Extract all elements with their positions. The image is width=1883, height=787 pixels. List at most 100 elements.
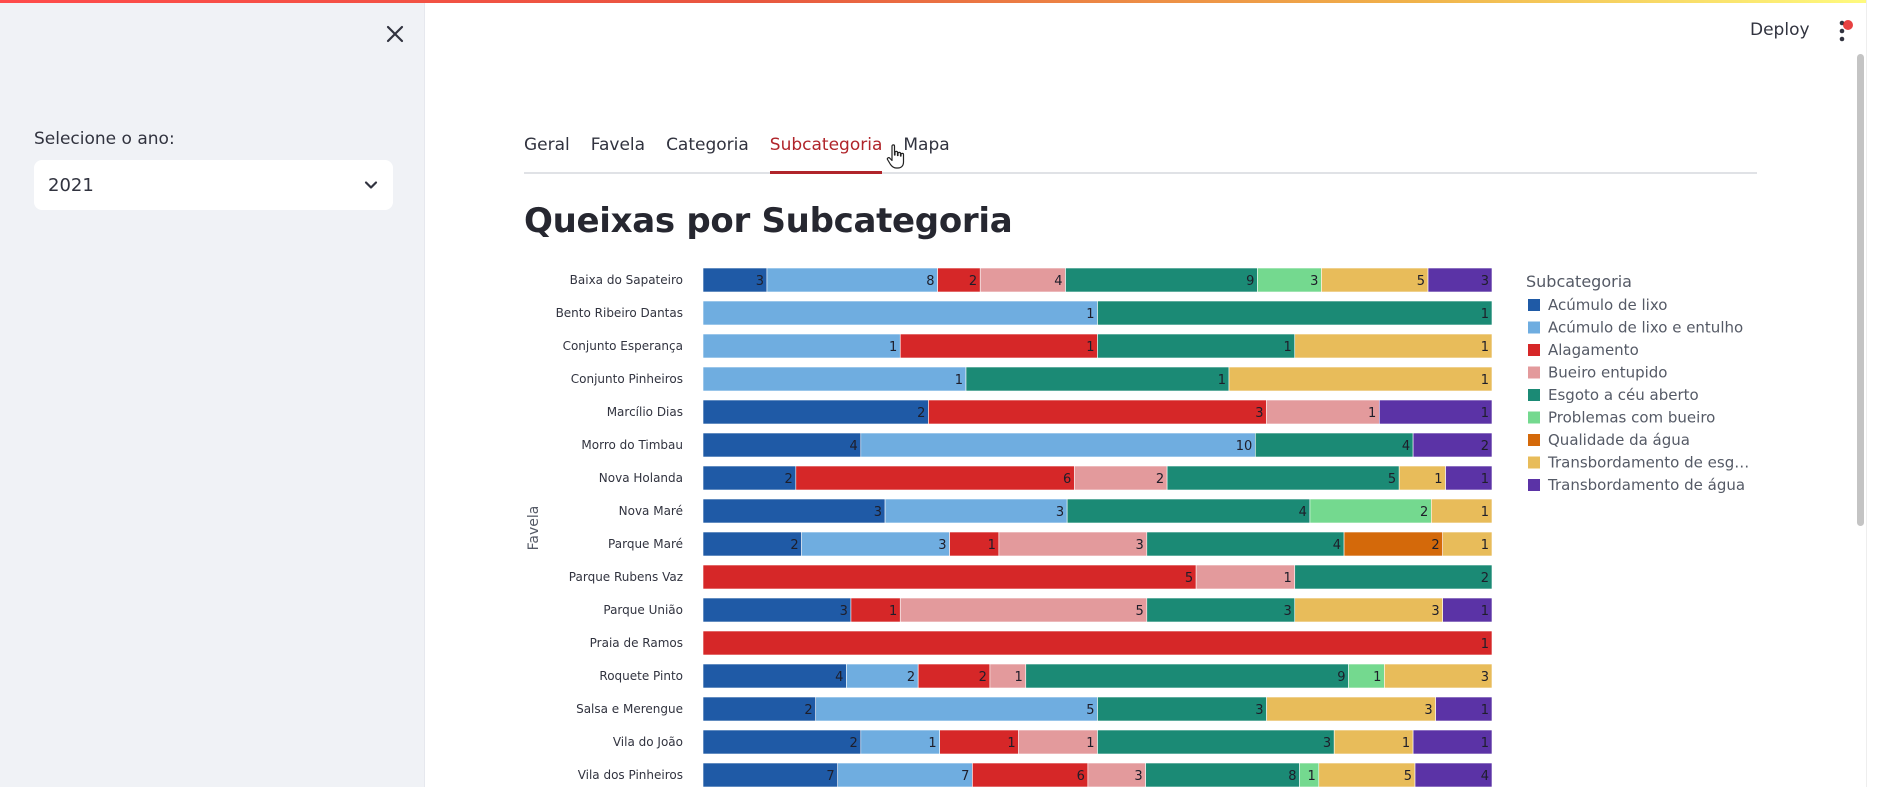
bar-segment[interactable] bbox=[1146, 597, 1296, 623]
bar-segment[interactable] bbox=[795, 465, 1075, 491]
main-menu-button[interactable] bbox=[1830, 16, 1854, 46]
bar-segment[interactable] bbox=[702, 465, 797, 491]
bar-segment[interactable] bbox=[1333, 729, 1414, 755]
bar-segment[interactable] bbox=[1066, 498, 1311, 524]
scrollbar[interactable] bbox=[1857, 54, 1864, 526]
bar-segment[interactable] bbox=[928, 399, 1267, 425]
bar-segment[interactable] bbox=[702, 762, 839, 787]
tab-favela[interactable]: Favela bbox=[590, 135, 646, 155]
bar-segment[interactable] bbox=[815, 696, 1098, 722]
close-sidebar-button[interactable] bbox=[380, 19, 410, 49]
legend-swatch[interactable] bbox=[1528, 456, 1540, 469]
bar-segment[interactable] bbox=[1442, 597, 1493, 623]
bar-segment[interactable] bbox=[702, 630, 1493, 656]
bar-segment[interactable] bbox=[1318, 762, 1416, 787]
bar-segment[interactable] bbox=[1097, 696, 1267, 722]
bar-segment[interactable] bbox=[702, 267, 768, 293]
bar-segment[interactable] bbox=[1097, 300, 1493, 326]
legend-item-label[interactable]: Bueiro entupido bbox=[1548, 364, 1668, 382]
bar-segment[interactable] bbox=[1018, 729, 1098, 755]
bar-segment[interactable] bbox=[702, 564, 1197, 590]
bar-segment[interactable] bbox=[1427, 267, 1493, 293]
bar-segment[interactable] bbox=[702, 663, 847, 689]
bar-segment[interactable] bbox=[1097, 729, 1335, 755]
bar-segment[interactable] bbox=[1097, 333, 1296, 359]
bar-segment[interactable] bbox=[702, 729, 862, 755]
bar-segment[interactable] bbox=[702, 333, 901, 359]
bar-segment[interactable] bbox=[1321, 267, 1429, 293]
bar-segment[interactable] bbox=[1294, 333, 1493, 359]
bar-segment[interactable] bbox=[899, 333, 1098, 359]
legend-swatch[interactable] bbox=[1528, 344, 1540, 356]
bar-segment[interactable] bbox=[1435, 696, 1493, 722]
bar-segment[interactable] bbox=[850, 597, 901, 623]
legend-swatch[interactable] bbox=[1528, 479, 1540, 491]
bar-segment[interactable] bbox=[1343, 531, 1443, 557]
bar-segment[interactable] bbox=[702, 300, 1098, 326]
tab-categoria[interactable]: Categoria bbox=[666, 135, 749, 155]
bar-segment[interactable] bbox=[917, 663, 991, 689]
bar-segment[interactable] bbox=[702, 366, 967, 392]
bar-segment[interactable] bbox=[1166, 465, 1400, 491]
legend-swatch[interactable] bbox=[1528, 299, 1540, 311]
legend-swatch[interactable] bbox=[1528, 411, 1540, 424]
legend-item-label[interactable]: Transbordamento de esg… bbox=[1547, 454, 1749, 472]
bar-segment[interactable] bbox=[837, 762, 973, 787]
tab-geral[interactable]: Geral bbox=[524, 135, 570, 155]
bar-segment[interactable] bbox=[998, 531, 1148, 557]
bar-segment[interactable] bbox=[899, 597, 1148, 623]
bar-segment[interactable] bbox=[1412, 432, 1493, 458]
legend-swatch[interactable] bbox=[1528, 366, 1540, 379]
bar-segment[interactable] bbox=[702, 432, 862, 458]
bar-segment[interactable] bbox=[1146, 531, 1345, 557]
deploy-button[interactable]: Deploy bbox=[1750, 20, 1810, 40]
year-select[interactable]: 2021 bbox=[34, 160, 393, 210]
legend-swatch[interactable] bbox=[1528, 434, 1540, 446]
bar-segment[interactable] bbox=[702, 498, 886, 524]
bar-segment[interactable] bbox=[949, 531, 1000, 557]
bar-segment[interactable] bbox=[1065, 267, 1258, 293]
tab-mapa[interactable]: Mapa bbox=[903, 135, 950, 155]
bar-segment[interactable] bbox=[1073, 465, 1168, 491]
bar-segment[interactable] bbox=[989, 663, 1027, 689]
legend-item-label[interactable]: Acúmulo de lixo bbox=[1548, 296, 1667, 314]
bar-segment[interactable] bbox=[1445, 465, 1493, 491]
bar-segment[interactable] bbox=[860, 432, 1256, 458]
bar-segment[interactable] bbox=[1398, 465, 1446, 491]
bar-segment[interactable] bbox=[965, 366, 1230, 392]
legend-item-label[interactable]: Alagamento bbox=[1548, 341, 1639, 359]
bar-segment[interactable] bbox=[1442, 531, 1493, 557]
bar-segment[interactable] bbox=[1257, 267, 1322, 293]
bar-segment[interactable] bbox=[972, 762, 1089, 787]
bar-segment[interactable] bbox=[702, 696, 817, 722]
bar-segment[interactable] bbox=[937, 267, 981, 293]
bar-segment[interactable] bbox=[860, 729, 940, 755]
bar-segment[interactable] bbox=[1294, 564, 1493, 590]
bar-segment[interactable] bbox=[1025, 663, 1349, 689]
bar-segment[interactable] bbox=[702, 597, 852, 623]
bar-segment[interactable] bbox=[1412, 729, 1493, 755]
bar-segment[interactable] bbox=[1266, 696, 1436, 722]
bar-segment[interactable] bbox=[1266, 399, 1380, 425]
bar-segment[interactable] bbox=[979, 267, 1066, 293]
legend-item-label[interactable]: Transbordamento de água bbox=[1547, 476, 1745, 494]
legend-item-label[interactable]: Problemas com bueiro bbox=[1548, 409, 1715, 427]
bar-segment[interactable] bbox=[1414, 762, 1493, 787]
bar-segment[interactable] bbox=[884, 498, 1068, 524]
legend-item-label[interactable]: Qualidade da água bbox=[1548, 431, 1690, 449]
bar-segment[interactable] bbox=[1309, 498, 1432, 524]
bar-segment[interactable] bbox=[766, 267, 938, 293]
tab-subcategoria[interactable]: Subcategoria bbox=[769, 128, 882, 174]
bar-segment[interactable] bbox=[801, 531, 950, 557]
bar-segment[interactable] bbox=[1294, 597, 1443, 623]
legend-item-label[interactable]: Esgoto a céu aberto bbox=[1548, 386, 1699, 404]
bar-segment[interactable] bbox=[1145, 762, 1300, 787]
bar-segment[interactable] bbox=[1254, 432, 1414, 458]
bar-segment[interactable] bbox=[1384, 663, 1493, 689]
legend-swatch[interactable] bbox=[1528, 321, 1540, 334]
bar-segment[interactable] bbox=[702, 531, 802, 557]
bar-segment[interactable] bbox=[846, 663, 919, 689]
bar-segment[interactable] bbox=[1087, 762, 1146, 787]
bar-segment[interactable] bbox=[1378, 399, 1493, 425]
bar-segment[interactable] bbox=[1431, 498, 1493, 524]
